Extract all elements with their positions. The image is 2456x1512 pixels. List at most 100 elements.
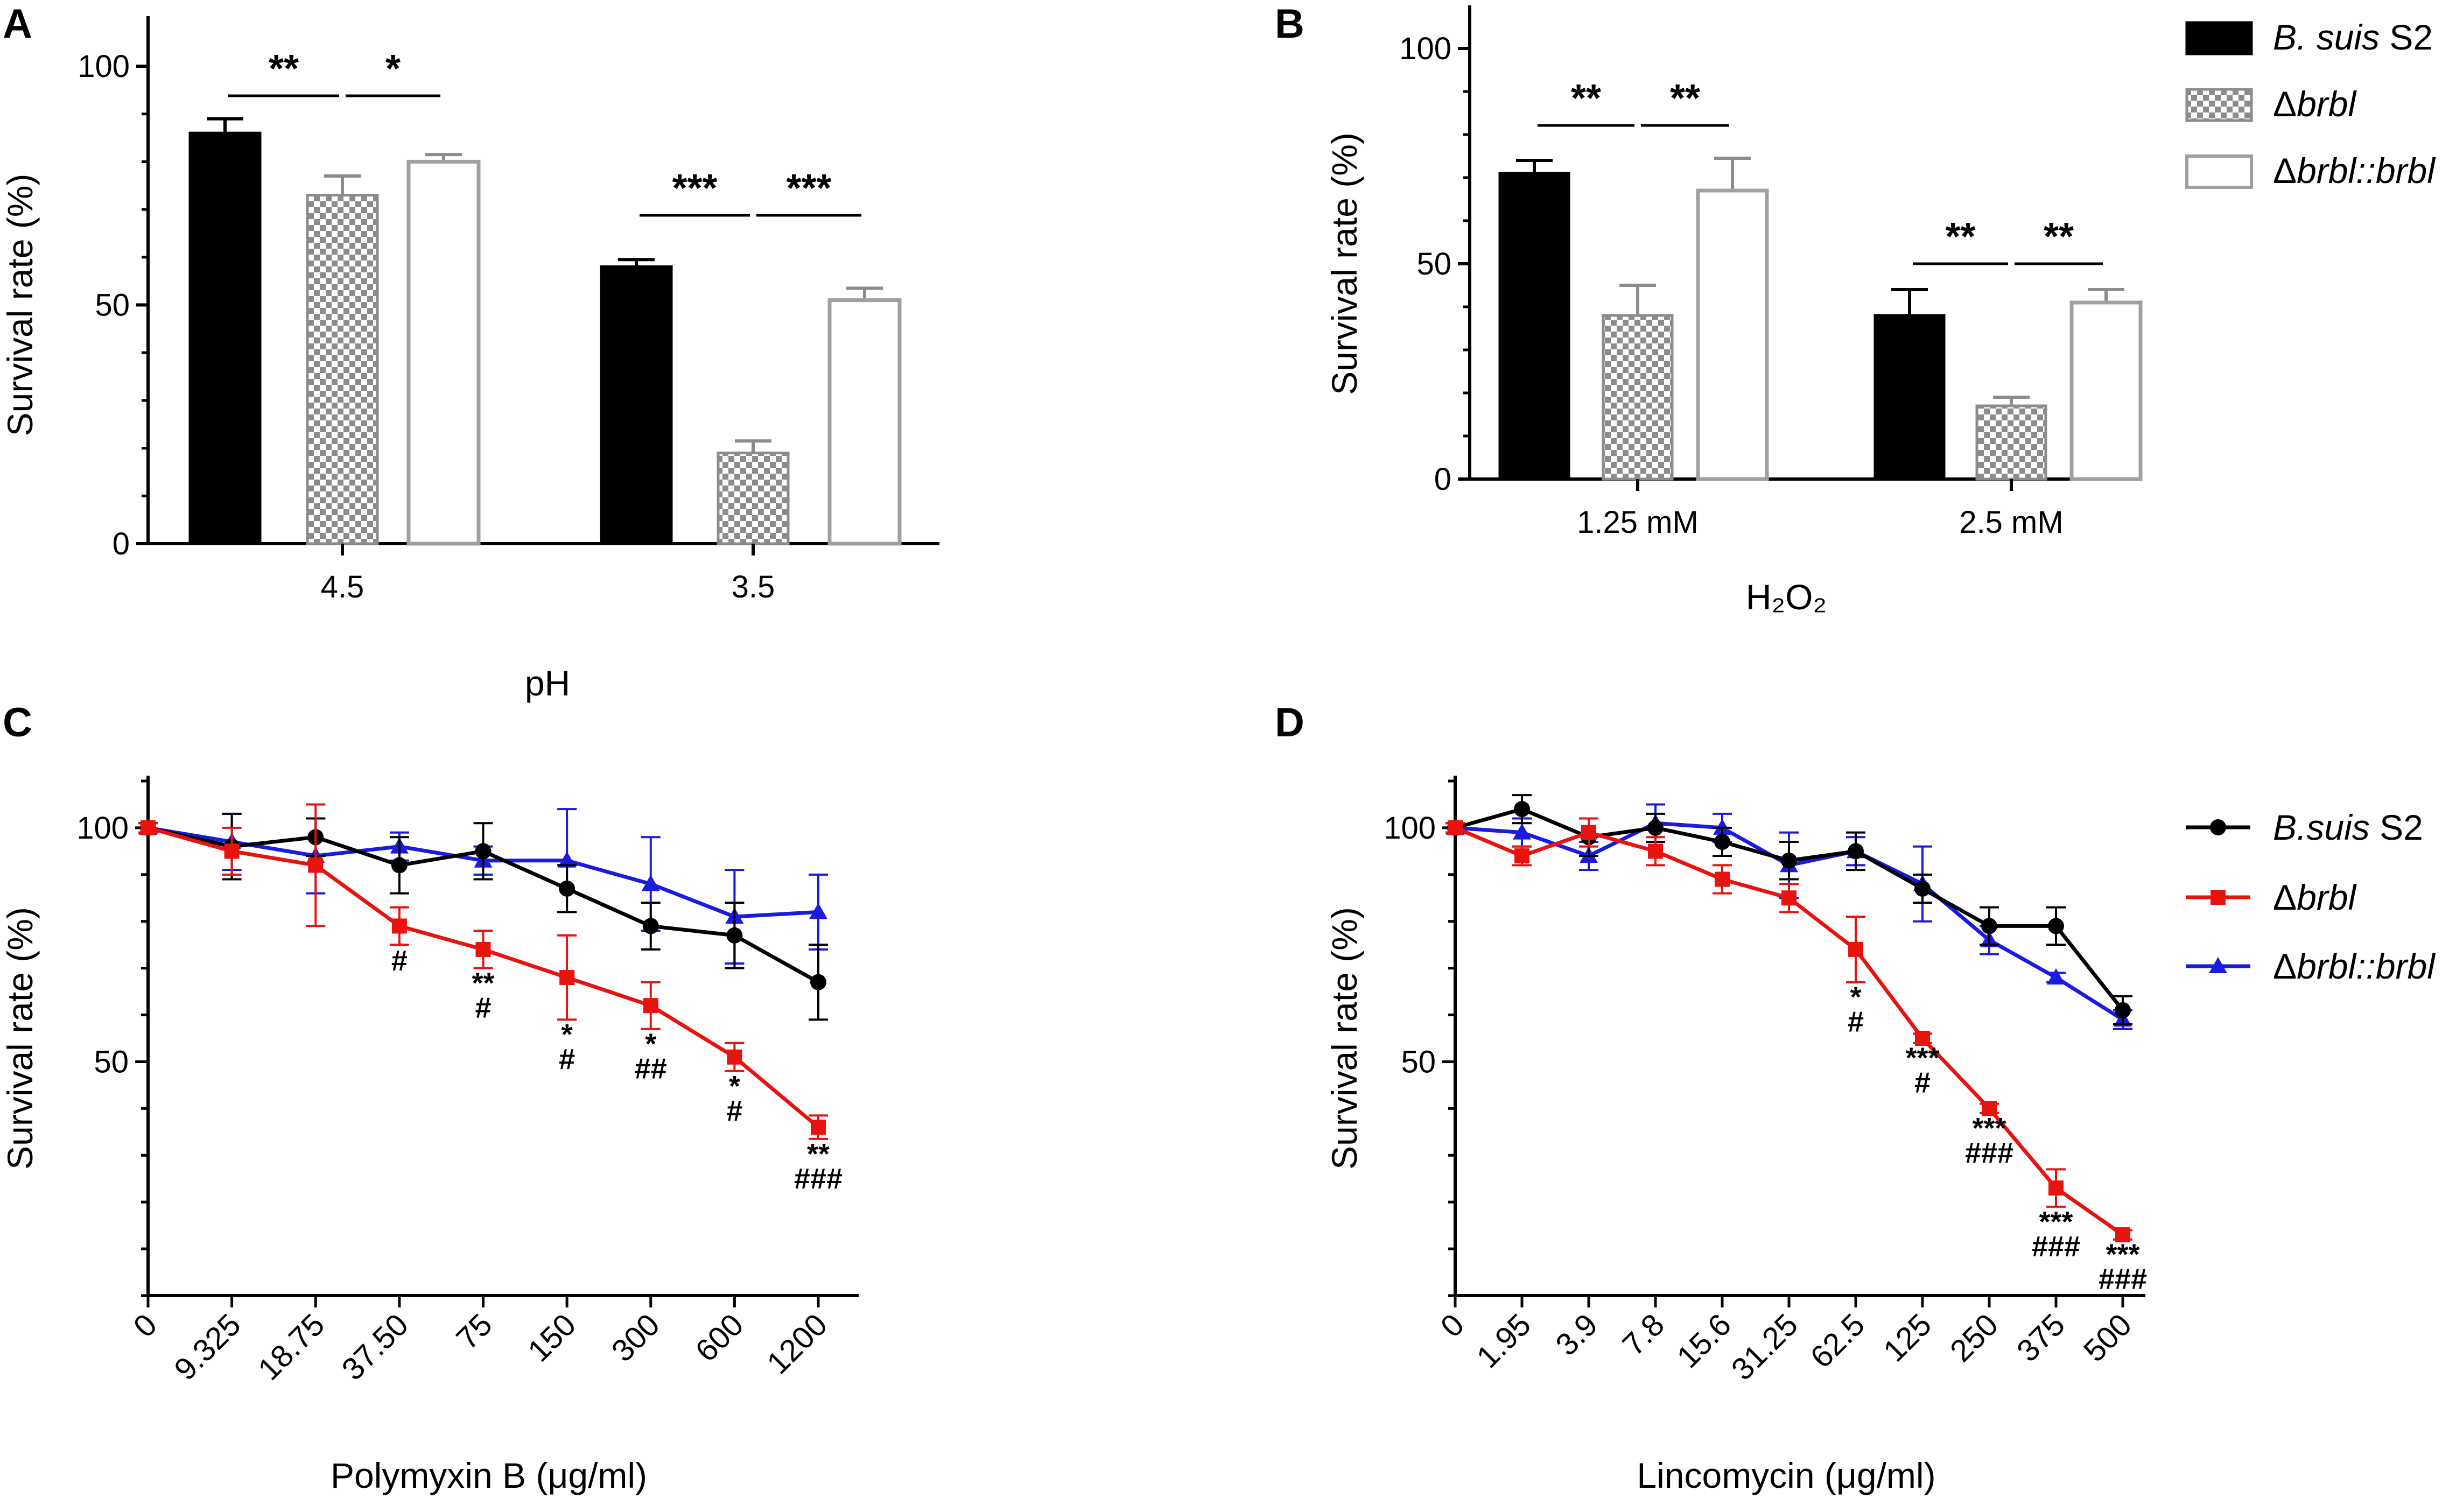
panel-d-sig-hashes: ### [1965, 1137, 2013, 1169]
panel-c-x-tick-label: 0 [127, 1307, 164, 1344]
legend-swatch-comp [2185, 154, 2253, 189]
panel-c-sig-hashes: ## [635, 1053, 667, 1085]
panel-d-x-tick-label: 1.95 [1470, 1307, 1538, 1375]
panel-a-bar-0-1 [600, 265, 673, 545]
panel-d-sig-stars: *** [1972, 1112, 2006, 1144]
panel-d-sig-hashes: # [1914, 1067, 1931, 1099]
panel-c-point-wt [559, 880, 576, 897]
panel-b-chart: 0 50 100 1.25 mM 2.5 mM ** ** ** ** H₂O₂ Survival … [1324, 5, 2143, 617]
panel-b-bar-1-0 [1602, 314, 1674, 481]
panel-b-x-axis-label: H₂O₂ [1746, 577, 1827, 617]
panel-c-y-tick-label: 100 [76, 811, 129, 846]
panel-b-x-tick-label: 1.25 mM [1577, 505, 1699, 540]
panel-b-y-tick-label: 50 [1416, 247, 1451, 282]
panel-d-sig-stars: *** [2106, 1239, 2139, 1271]
panel-b-sig-label: ** [1571, 77, 1601, 120]
panel-d-point-wt [1714, 833, 1730, 850]
panel-b-sig-label: ** [2044, 215, 2074, 258]
panel-d-point-mutant [1448, 820, 1463, 835]
panel-c-point-mutant [559, 970, 575, 986]
panel-c-sig-stars: * [729, 1070, 740, 1102]
panel-d-point-mutant [1715, 871, 1730, 887]
panel-a-y-tick-label: 50 [95, 288, 130, 323]
panel-c-sig-hashes: # [391, 945, 408, 977]
legend-swatch-mutant [2185, 88, 2253, 122]
panel-b-y-tick-label: 100 [1399, 31, 1451, 66]
panel-a-sig-label: *** [786, 167, 831, 210]
panel-c-x-tick-label: 75 [450, 1307, 499, 1356]
panel-c-x-tick-label: 150 [521, 1307, 583, 1368]
panel-d-x-tick-label: 0 [1434, 1307, 1471, 1344]
panel-a-sig-label: ** [269, 47, 299, 90]
bar-legend: B. suis S2 Δbrbl Δbrbl::brbl [2185, 17, 2436, 191]
panel-a-sig-label: * [385, 47, 401, 90]
panel-c-point-mutant [141, 820, 156, 835]
panel-d-x-tick-label: 7.8 [1616, 1307, 1671, 1362]
panel-d-point-mutant [1848, 941, 1863, 957]
panel-c-x-axis-label: Polymyxin B (μg/ml) [331, 1455, 647, 1495]
panel-d-point-mutant [2115, 1227, 2130, 1243]
panel-d-point-mutant [1581, 825, 1596, 840]
panel-c-point-mutant [475, 941, 491, 957]
panel-c-sig-stars: * [645, 1028, 656, 1060]
panel-a-y-tick-label: 0 [113, 526, 130, 561]
panel-d-point-mutant [2048, 1180, 2064, 1196]
panel-c-sig-hashes: # [475, 992, 491, 1024]
panel-d-y-tick-label: 50 [1401, 1044, 1436, 1079]
panel-b-bar-2-0 [1696, 188, 1769, 481]
panel-d-point-wt [1981, 918, 1997, 934]
panel-a-bar-2-0 [406, 159, 481, 546]
legend-label-wt: B. suis S2 [2273, 17, 2433, 57]
panel-d-point-wt [2115, 1002, 2131, 1018]
panel-d-point-comp [2047, 968, 2065, 985]
panel-c-sig-hashes: # [559, 1043, 575, 1075]
line-legend: B.suis S2 Δbrbl Δbrbl::brbl [2186, 807, 2436, 986]
legend-marker-wt [2210, 819, 2226, 835]
panel-c-point-mutant [643, 998, 658, 1014]
panel-b-sig-label: ** [1670, 77, 1700, 120]
panel-b-y-axis-label: Survival rate (%) [1324, 132, 1364, 395]
panel-c-point-wt [810, 974, 826, 990]
panel-c-y-tick-label: 50 [94, 1044, 129, 1079]
panel-d-x-tick-label: 3.9 [1549, 1307, 1604, 1362]
legend-marker-mutant [2211, 890, 2226, 905]
panel-d-point-wt [1647, 819, 1664, 836]
panel-label-a: A [3, 1, 32, 47]
panel-c-point-mutant [391, 918, 407, 934]
panel-label-d: D [1275, 700, 1304, 746]
panel-d-sig-stars: *** [2039, 1206, 2073, 1238]
panel-d-sig-hashes: ### [2099, 1263, 2147, 1296]
panel-d-x-tick-label: 31.25 [1725, 1307, 1805, 1387]
panel-c-point-mutant [727, 1049, 742, 1065]
panel-c-x-tick-label: 9.325 [167, 1307, 248, 1387]
panel-d-point-mutant [1915, 1031, 1930, 1046]
panel-d-sig-stars: *** [1905, 1042, 1939, 1074]
panel-c-x-tick-label: 18.75 [251, 1307, 332, 1387]
panel-a-x-tick-label: 3.5 [732, 569, 775, 604]
panel-d-point-wt [1781, 852, 1797, 869]
panel-a-sig-label: *** [672, 167, 717, 210]
panel-d-point-wt [2048, 918, 2064, 934]
panel-c-x-tick-label: 600 [689, 1307, 750, 1368]
panel-b-sig-label: ** [1945, 215, 1975, 258]
panel-d-y-tick-label: 100 [1384, 811, 1436, 846]
panel-b-bar-1-1 [1975, 404, 2047, 481]
legend-label-line-mutant: Δbrbl [2273, 877, 2357, 917]
panel-d-point-mutant [1514, 848, 1529, 864]
panel-d-x-tick-label: 375 [2010, 1307, 2072, 1368]
panel-a-y-tick-label: 100 [78, 49, 130, 84]
panel-c-point-comp [809, 903, 827, 919]
panel-d-sig-hashes: # [1848, 1006, 1864, 1038]
panel-d-point-mutant [1648, 843, 1663, 859]
panel-d-point-mutant [1781, 890, 1797, 906]
panel-b-bar-2-1 [2069, 300, 2143, 481]
panel-d-point-mutant [1982, 1101, 1997, 1116]
legend-label-line-wt: B.suis S2 [2273, 807, 2423, 847]
legend-label-line-comp: Δbrbl::brbl [2273, 946, 2436, 986]
panel-d-point-comp [1513, 823, 1531, 840]
panel-a-bar-2-1 [827, 298, 902, 546]
